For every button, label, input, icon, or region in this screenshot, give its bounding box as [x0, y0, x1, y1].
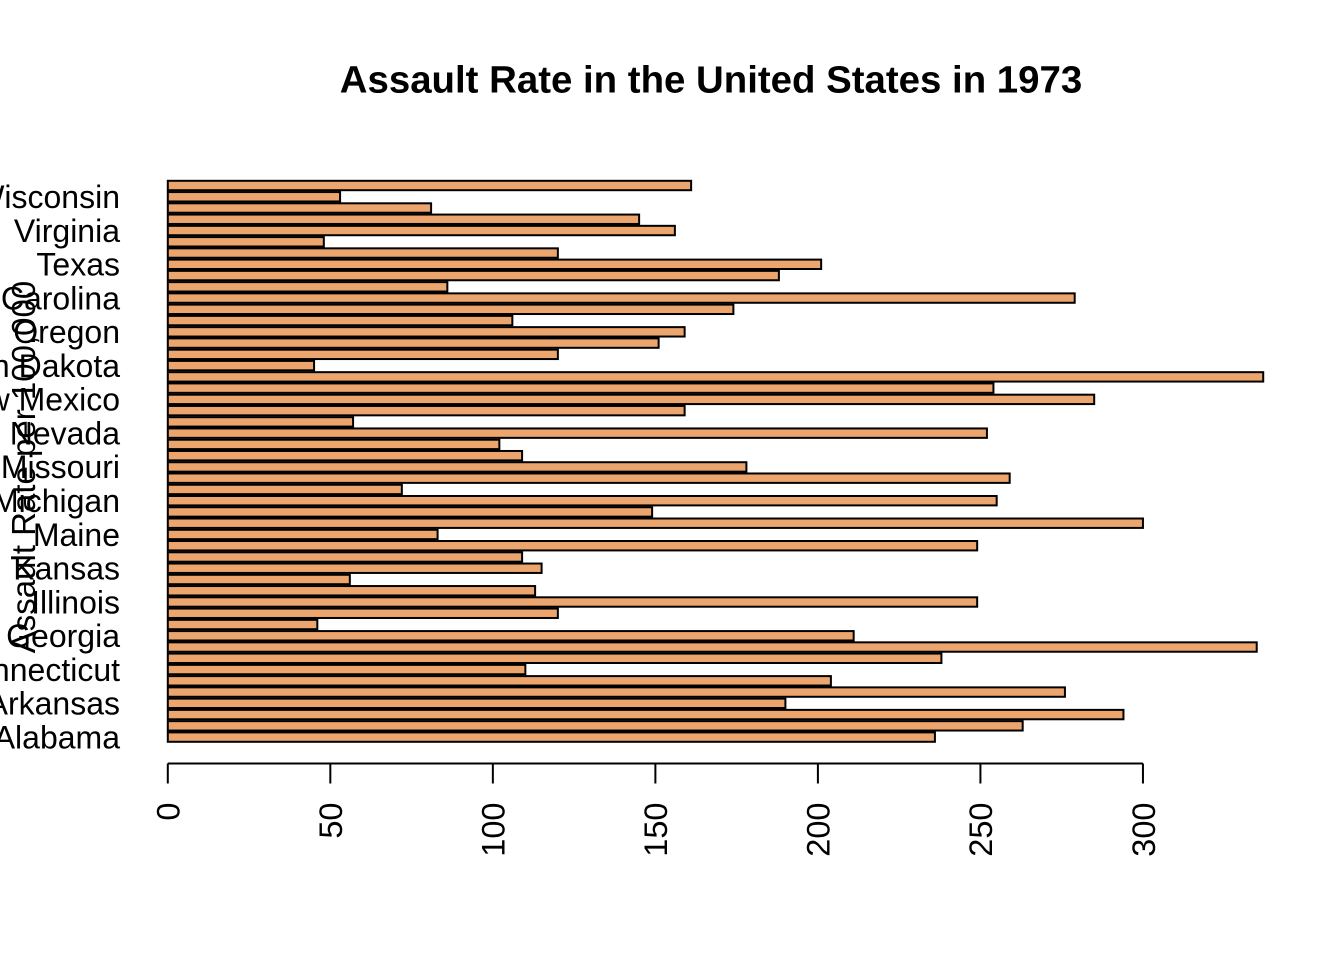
svg-text:150: 150 [638, 803, 674, 857]
svg-text:Illinois: Illinois [31, 584, 120, 620]
svg-text:300: 300 [1126, 803, 1162, 857]
svg-text:Nevada: Nevada [10, 415, 121, 451]
svg-text:Maine: Maine [33, 517, 120, 553]
svg-text:Wisconsin: Wisconsin [0, 179, 120, 215]
svg-text:Virginia: Virginia [14, 213, 120, 249]
svg-text:Arkansas: Arkansas [0, 686, 120, 722]
svg-text:200: 200 [801, 803, 837, 857]
svg-text:Kansas: Kansas [13, 551, 120, 587]
svg-text:Assault Rate per 100,000: Assault Rate per 100,000 [5, 281, 42, 653]
svg-text:Georgia: Georgia [6, 618, 120, 654]
svg-text:Assault Rate in the United Sta: Assault Rate in the United States in 197… [340, 59, 1082, 102]
svg-text:Missouri: Missouri [1, 449, 120, 485]
svg-text:Texas: Texas [36, 247, 120, 283]
svg-text:0: 0 [151, 803, 187, 821]
svg-text:North Dakota: North Dakota [0, 348, 120, 384]
svg-text:Connecticut: Connecticut [0, 652, 120, 688]
svg-text:Alabama: Alabama [0, 719, 120, 755]
svg-text:South Carolina: South Carolina [0, 280, 120, 316]
svg-text:Michigan: Michigan [0, 483, 120, 519]
svg-text:50: 50 [313, 803, 349, 839]
svg-text:250: 250 [963, 803, 999, 857]
svg-text:100: 100 [476, 803, 512, 857]
svg-text:Oregon: Oregon [13, 314, 120, 350]
svg-text:New Mexico: New Mexico [0, 382, 120, 418]
